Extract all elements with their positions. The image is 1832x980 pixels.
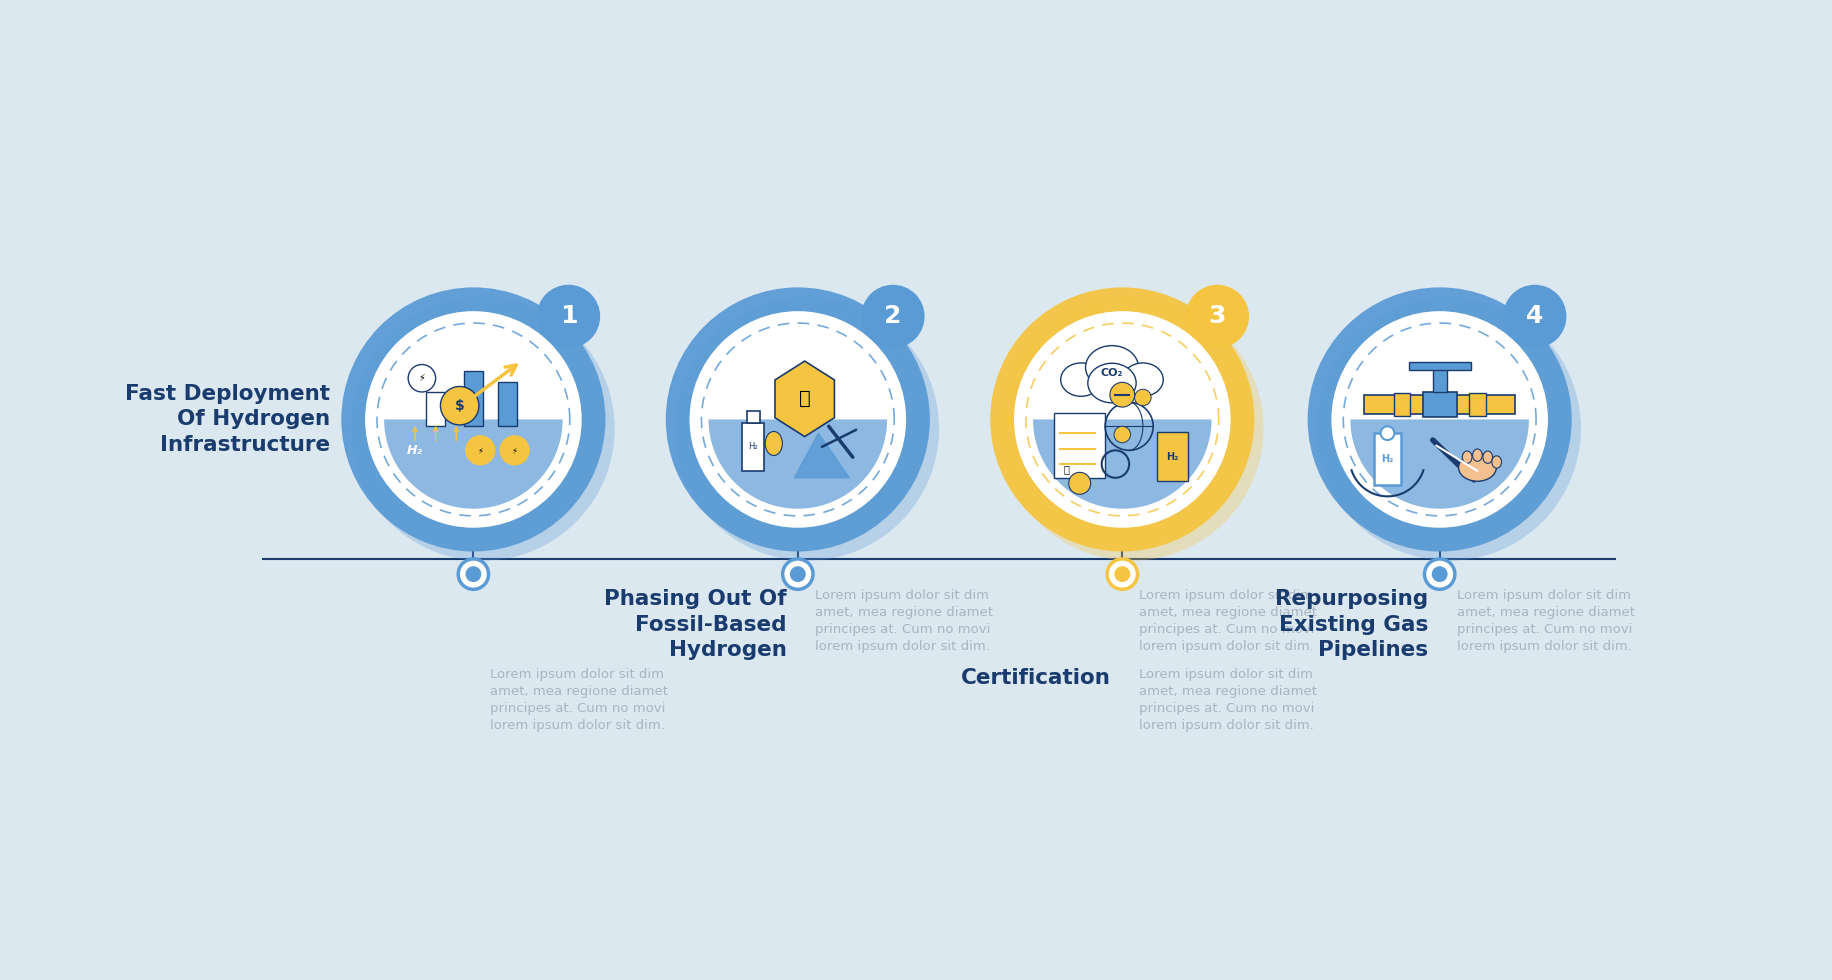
Circle shape	[1114, 426, 1130, 443]
Bar	[1433, 368, 1447, 392]
Text: H₂: H₂	[749, 442, 758, 452]
Text: 3: 3	[1209, 305, 1226, 328]
Ellipse shape	[1061, 363, 1101, 396]
Circle shape	[458, 559, 489, 589]
Bar	[1422, 392, 1456, 416]
Bar	[747, 411, 760, 423]
Circle shape	[1013, 312, 1231, 527]
Text: $: $	[454, 399, 465, 413]
Bar	[742, 423, 764, 471]
Circle shape	[782, 559, 813, 589]
Circle shape	[1332, 312, 1548, 527]
Circle shape	[1134, 389, 1150, 406]
Text: 2: 2	[885, 305, 901, 328]
Bar	[1469, 393, 1486, 416]
Circle shape	[861, 285, 925, 348]
Text: Fast Deployment
Of Hydrogen
Infrastructure: Fast Deployment Of Hydrogen Infrastructu…	[125, 384, 330, 455]
Circle shape	[1433, 566, 1447, 582]
Text: Phasing Out Of
Fossil-Based
Hydrogen: Phasing Out Of Fossil-Based Hydrogen	[605, 589, 786, 661]
Circle shape	[1502, 285, 1566, 348]
Text: H₂: H₂	[1165, 452, 1178, 462]
Ellipse shape	[1482, 451, 1493, 464]
Polygon shape	[385, 419, 562, 509]
Circle shape	[790, 566, 806, 582]
Circle shape	[1185, 285, 1249, 348]
Text: H₂: H₂	[407, 444, 423, 457]
Ellipse shape	[1491, 456, 1502, 468]
Ellipse shape	[1473, 449, 1482, 462]
Text: ⚡: ⚡	[478, 446, 484, 455]
Circle shape	[1381, 426, 1394, 440]
Ellipse shape	[1088, 364, 1136, 403]
Circle shape	[537, 285, 601, 348]
Text: ⚡: ⚡	[511, 446, 517, 455]
Ellipse shape	[1462, 451, 1471, 464]
Circle shape	[689, 312, 907, 527]
Circle shape	[1068, 472, 1090, 494]
Circle shape	[665, 287, 931, 552]
Bar	[1156, 432, 1187, 481]
Text: ✋: ✋	[799, 389, 810, 409]
Circle shape	[500, 435, 529, 466]
Ellipse shape	[1123, 363, 1163, 396]
Bar	[1374, 433, 1400, 485]
Circle shape	[1308, 287, 1572, 552]
Text: ⚡: ⚡	[418, 373, 425, 383]
Ellipse shape	[1458, 454, 1497, 481]
Circle shape	[674, 297, 940, 561]
Text: 🌿: 🌿	[1063, 465, 1068, 474]
Bar	[1365, 395, 1515, 414]
Polygon shape	[1350, 419, 1530, 509]
Circle shape	[440, 386, 478, 425]
Circle shape	[1425, 559, 1455, 589]
Text: Lorem ipsum dolor sit dim
amet, mea regione diamet
principes at. Cum no movi
lor: Lorem ipsum dolor sit dim amet, mea regi…	[815, 589, 993, 654]
Circle shape	[1114, 566, 1130, 582]
Polygon shape	[1033, 419, 1211, 509]
Circle shape	[350, 297, 616, 561]
Text: CO₂: CO₂	[1101, 368, 1123, 377]
Bar	[1053, 413, 1105, 478]
Text: Lorem ipsum dolor sit dim
amet, mea regione diamet
principes at. Cum no movi
lor: Lorem ipsum dolor sit dim amet, mea regi…	[1140, 668, 1317, 732]
Circle shape	[365, 312, 583, 527]
Circle shape	[465, 435, 495, 466]
Text: Lorem ipsum dolor sit dim
amet, mea regione diamet
principes at. Cum no movi
lor: Lorem ipsum dolor sit dim amet, mea regi…	[1456, 589, 1634, 654]
Circle shape	[1110, 382, 1134, 407]
Circle shape	[409, 365, 436, 392]
Bar	[1409, 362, 1471, 370]
Text: Lorem ipsum dolor sit dim
amet, mea regione diamet
principes at. Cum no movi
lor: Lorem ipsum dolor sit dim amet, mea regi…	[491, 668, 669, 732]
Circle shape	[465, 566, 482, 582]
Text: 1: 1	[561, 305, 577, 328]
Circle shape	[341, 287, 605, 552]
Bar	[427, 392, 445, 426]
Text: 4: 4	[1526, 305, 1543, 328]
Text: Repurposing
Existing Gas
Pipelines: Repurposing Existing Gas Pipelines	[1275, 589, 1429, 661]
Bar	[498, 381, 517, 426]
Polygon shape	[709, 419, 887, 509]
Ellipse shape	[1086, 346, 1138, 389]
Bar	[463, 371, 484, 426]
Circle shape	[1107, 559, 1138, 589]
Circle shape	[1317, 297, 1581, 561]
Text: Lorem ipsum dolor sit dim
amet, mea regione diamet
principes at. Cum no movi
lor: Lorem ipsum dolor sit dim amet, mea regi…	[1140, 589, 1317, 654]
Bar	[1394, 393, 1411, 416]
Circle shape	[991, 287, 1255, 552]
Polygon shape	[775, 361, 834, 437]
Ellipse shape	[766, 431, 782, 456]
Circle shape	[1000, 297, 1264, 561]
Text: H₂: H₂	[1381, 454, 1394, 464]
Polygon shape	[795, 433, 850, 478]
Text: Certification: Certification	[962, 668, 1110, 689]
